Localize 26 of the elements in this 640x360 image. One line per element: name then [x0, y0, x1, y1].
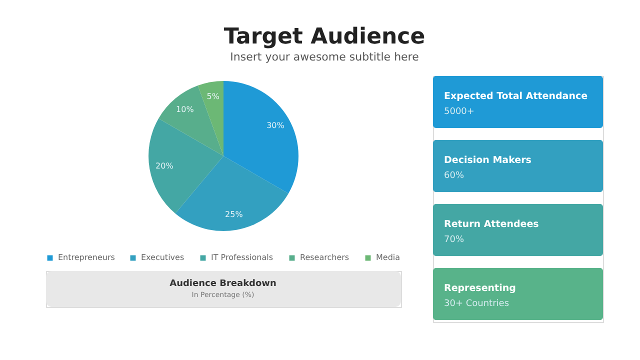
data-label: 10%	[176, 105, 194, 114]
legend-label: Entrepreneurs	[58, 253, 115, 262]
data-label: 20%	[156, 161, 174, 170]
text: Expected Total Attendance	[444, 91, 588, 102]
legend-label: Executives	[141, 253, 184, 262]
text: Decision Makers	[444, 155, 532, 166]
pie-slice	[198, 81, 224, 156]
text: Return Attendees	[444, 219, 540, 230]
text: 30+ Countries	[444, 299, 510, 309]
text: 70%	[444, 235, 464, 245]
data-label: 5%	[206, 92, 220, 101]
pie-slice	[148, 118, 224, 214]
chart-subtitle: Insert your awesome subtitle here	[230, 50, 420, 64]
chart-title: Target Audience	[224, 24, 426, 50]
text: Audience Breakdown	[170, 279, 276, 289]
pie-slice	[224, 81, 298, 194]
text: 5000+	[444, 107, 474, 117]
text: 60%	[444, 171, 464, 181]
pie-slice	[158, 86, 224, 156]
data-label: 25%	[225, 210, 244, 220]
text: Representing	[444, 283, 516, 294]
pie-slice	[175, 156, 288, 231]
legend-label: IT Professionals	[211, 253, 274, 262]
legend-label: Researchers	[300, 253, 350, 262]
legend-label: Media	[376, 253, 400, 262]
data-label: 30%	[266, 121, 285, 130]
